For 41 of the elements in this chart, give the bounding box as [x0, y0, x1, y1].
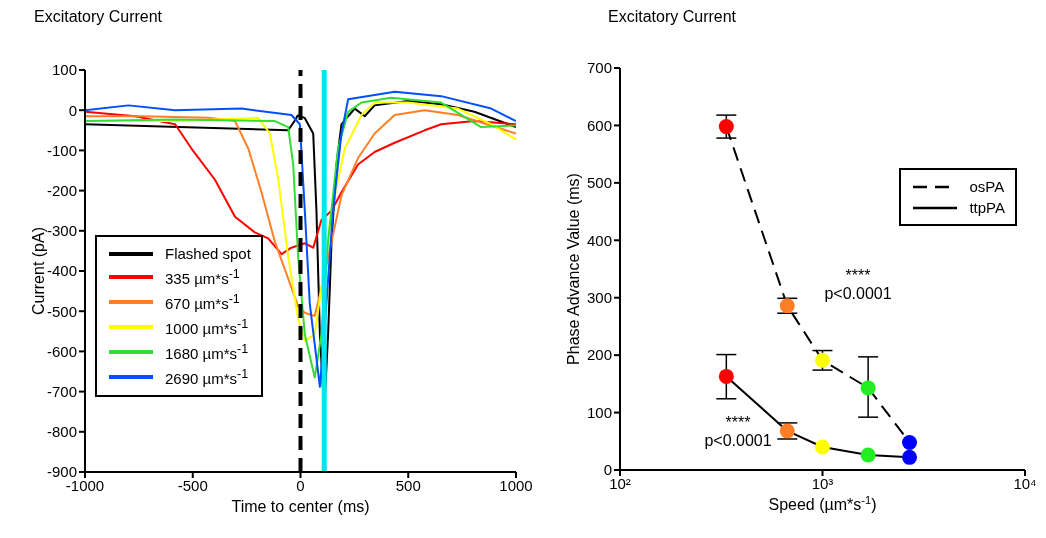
x-tick-label: 500	[395, 476, 421, 494]
y-tick-label: -400	[46, 262, 77, 280]
legend-label: ttpPA	[969, 198, 1005, 218]
y-tick-label: 100	[586, 403, 612, 421]
y-tick-label: 500	[586, 174, 612, 192]
y-axis-title: Current (pA)	[30, 226, 47, 316]
y-tick-label: -300	[46, 222, 77, 240]
y-tick-label: 600	[586, 116, 612, 134]
y-tick-label: 700	[586, 59, 612, 77]
x-tick-label: -500	[177, 476, 208, 494]
annotation: **** p<0.0001	[824, 267, 892, 303]
y-tick-label: 400	[586, 231, 612, 249]
annotation: **** p<0.0001	[704, 414, 772, 450]
y-tick-label: 0	[68, 101, 77, 119]
y-tick-label: -100	[46, 141, 77, 159]
x-tick-label: 1000	[499, 476, 533, 494]
x-tick-label: 0	[296, 476, 305, 494]
y-axis-title: Phase Advance Value (ms)	[565, 173, 582, 365]
y-tick-label: 300	[586, 289, 612, 307]
y-tick-label: 200	[586, 346, 612, 364]
y-tick-label: -800	[46, 423, 77, 441]
legend-label: 335 µm*s$^{-1}$	[165, 266, 240, 289]
chart-title: Excitatory Current	[608, 8, 737, 25]
chart-title: Excitatory Current	[34, 8, 163, 25]
x-axis-title: Speed (µm*s$^{-1}$)	[768, 494, 877, 513]
x-axis-title: Time to center (ms)	[231, 498, 370, 515]
legend-label: 670 µm*s$^{-1}$	[165, 291, 240, 314]
y-tick-label: 0	[603, 461, 612, 479]
y-tick-label: -600	[46, 342, 77, 360]
y-tick-label: -700	[46, 382, 77, 400]
y-tick-label: -200	[46, 181, 77, 199]
y-tick-label: -500	[46, 302, 77, 320]
legend-label: osPA	[969, 177, 1005, 197]
x-tick-label: 10⁴	[1013, 474, 1037, 492]
legend-label: 1680 µm*s$^{-1}$	[165, 341, 249, 364]
legend-label: Flashed spot	[165, 244, 251, 264]
x-tick-label: 10²	[609, 474, 631, 492]
x-tick-label: 10³	[811, 474, 834, 492]
y-tick-label: 100	[51, 61, 77, 79]
legend-label: 1000 µm*s$^{-1}$	[165, 316, 249, 339]
legend-label: 2690 µm*s$^{-1}$	[165, 366, 249, 389]
